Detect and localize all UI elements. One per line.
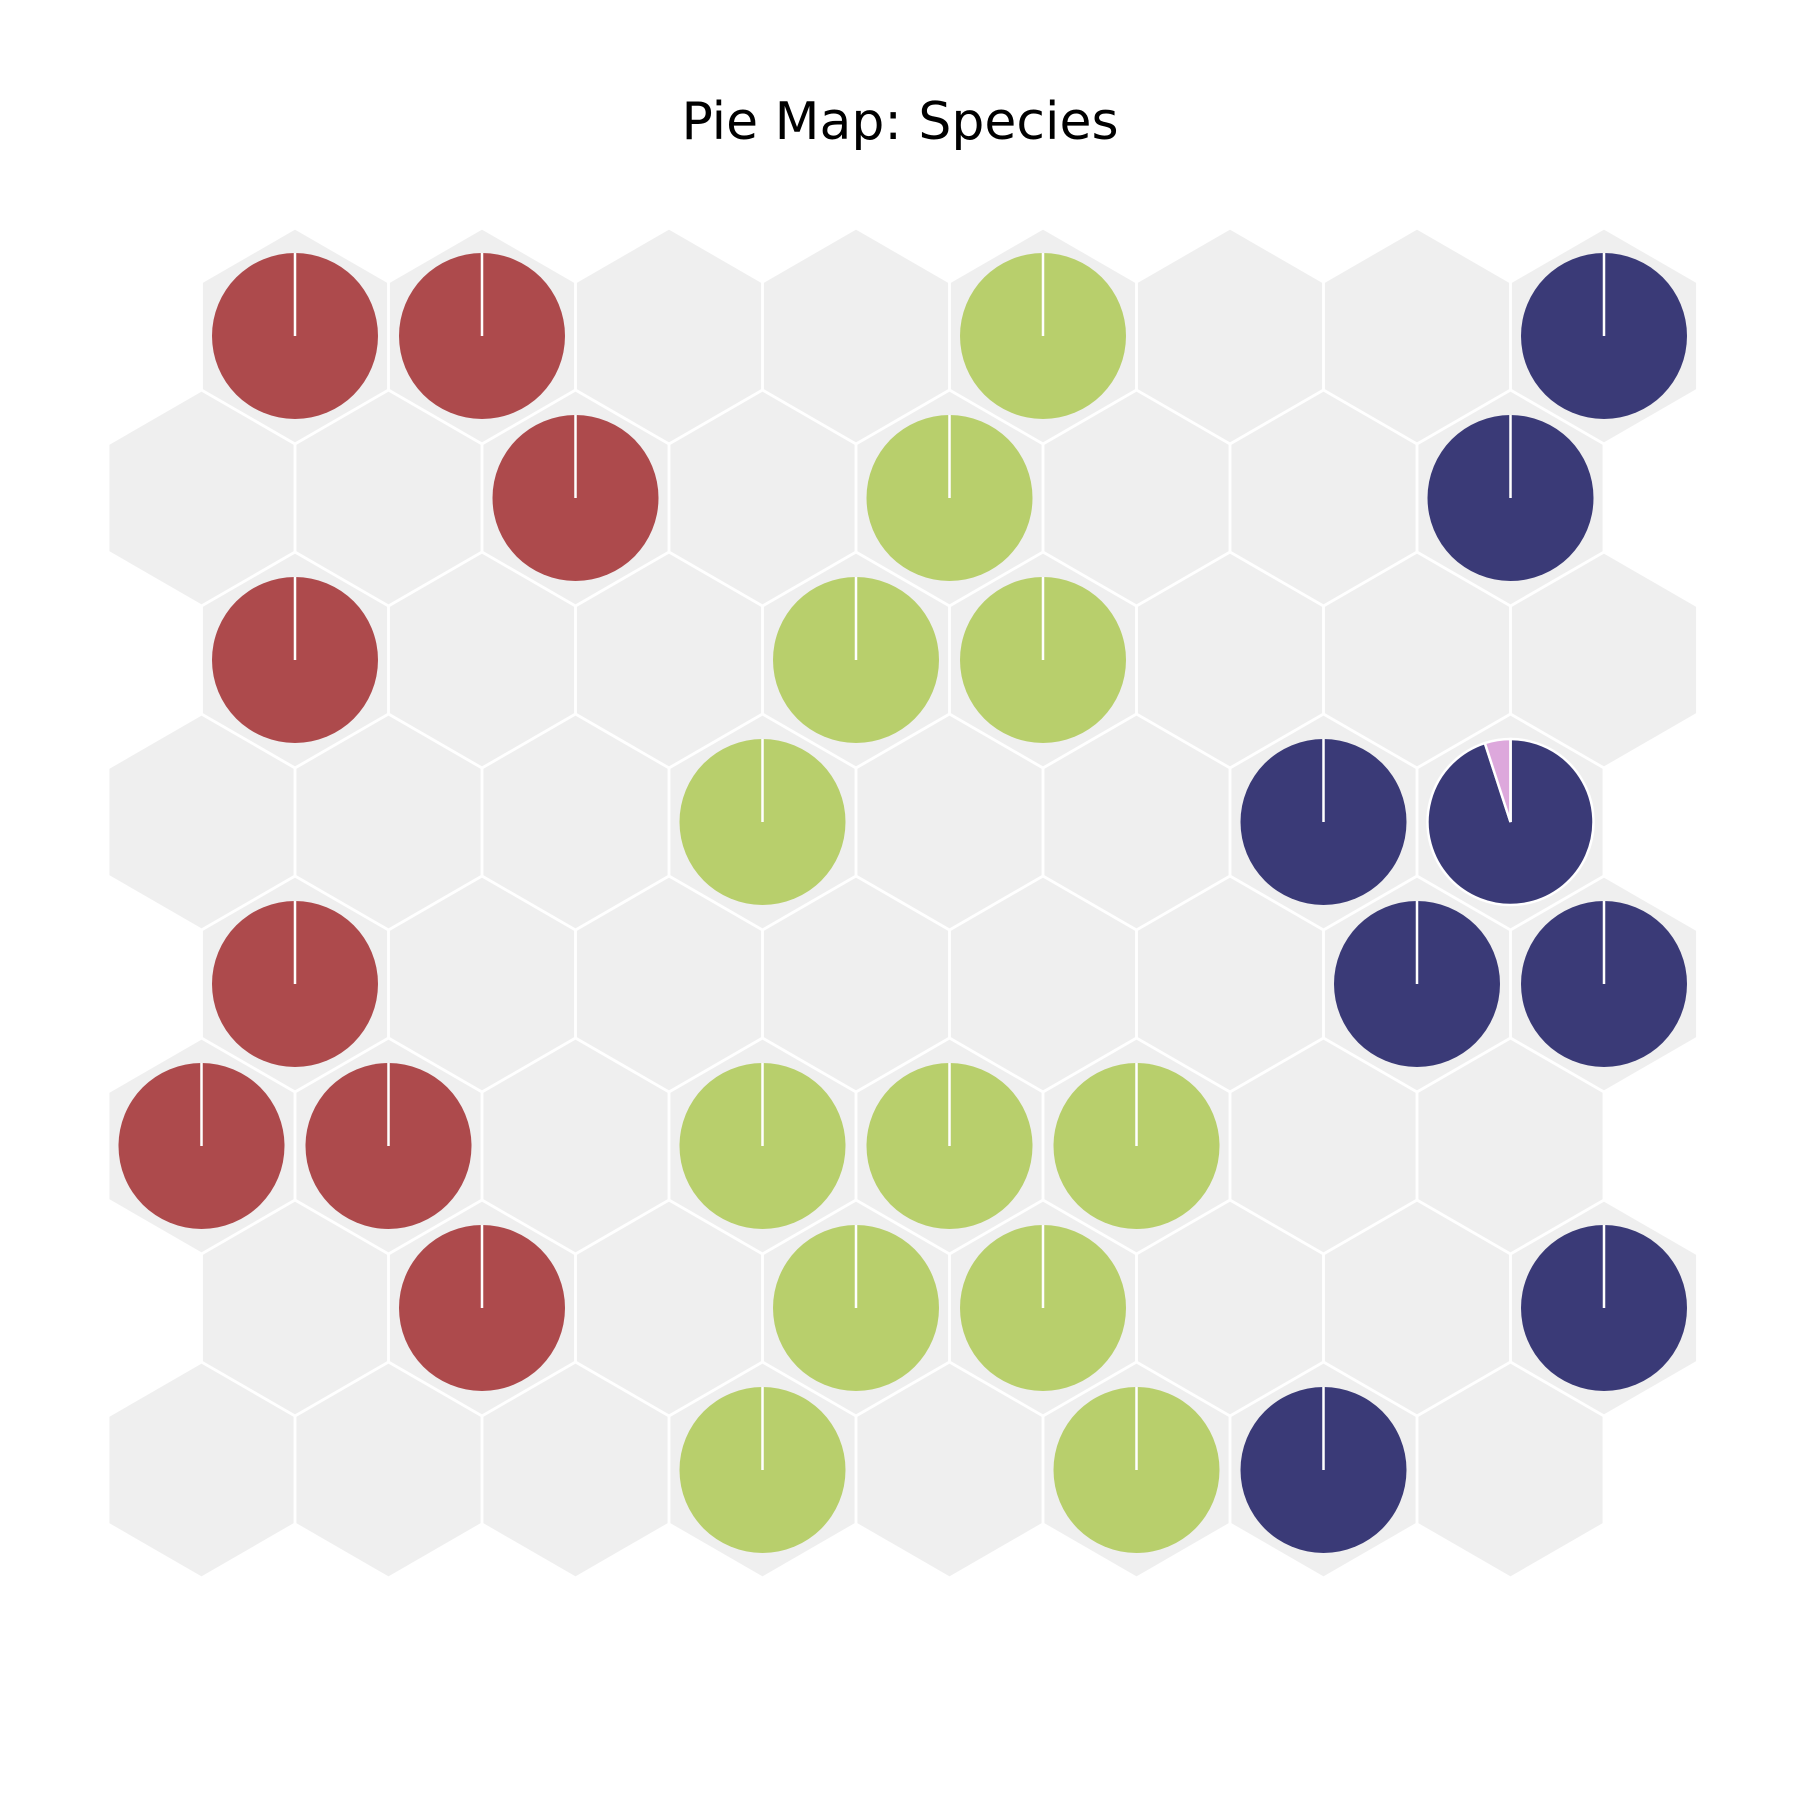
pie-node — [1240, 739, 1407, 905]
pie-node — [773, 577, 939, 743]
pie-node — [1240, 1387, 1407, 1553]
pie-node — [305, 1063, 472, 1229]
pie-node — [212, 253, 378, 419]
chart-title: Pie Map: Species — [681, 92, 1119, 152]
pie-node — [399, 1225, 565, 1391]
pie-node — [773, 1225, 939, 1391]
pie-node — [679, 1063, 846, 1229]
pie-node — [1521, 1225, 1687, 1391]
pie-node — [1053, 1063, 1220, 1229]
pie-node — [1426, 737, 1595, 907]
pie-node — [1521, 901, 1687, 1067]
pie-node — [866, 415, 1033, 581]
pie-node — [212, 577, 378, 743]
pie-node — [1334, 901, 1500, 1067]
pie-node — [212, 901, 378, 1067]
pie-node — [118, 1063, 285, 1229]
pie-node — [399, 253, 565, 419]
pie-node — [492, 415, 659, 581]
pie-node — [1521, 253, 1687, 419]
pie-node — [679, 1387, 846, 1553]
hex-cell — [1416, 1361, 1605, 1579]
pie-node — [1053, 1387, 1220, 1553]
pie-node — [960, 253, 1126, 419]
pie-node — [960, 1225, 1126, 1391]
pie-node — [1427, 415, 1594, 581]
pie-node — [679, 739, 846, 905]
pie-layer — [118, 253, 1687, 1553]
pie-node — [960, 577, 1126, 743]
pie-node — [866, 1063, 1033, 1229]
